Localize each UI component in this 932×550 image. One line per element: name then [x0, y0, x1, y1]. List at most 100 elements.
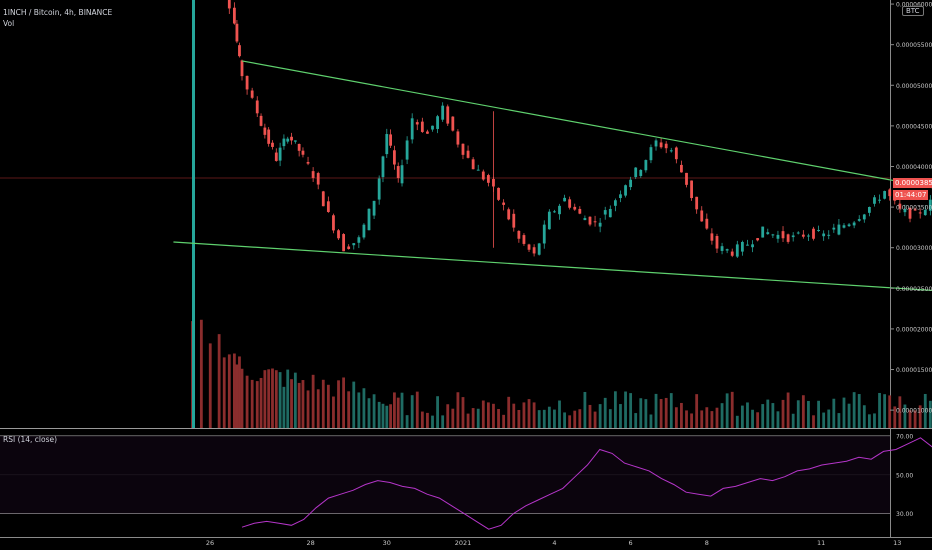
candle-body — [393, 150, 396, 165]
candle-body — [913, 209, 917, 211]
candle-body — [583, 218, 587, 221]
candle-body — [227, 0, 231, 9]
volume-bar — [278, 372, 282, 428]
candle-body — [873, 197, 876, 204]
candle-body — [700, 210, 704, 222]
candle-body — [517, 230, 521, 239]
candle-body — [282, 138, 286, 147]
candle-body — [426, 131, 429, 134]
volume-bar — [832, 398, 836, 428]
volume-bar — [680, 402, 683, 428]
volume-bar — [297, 382, 301, 428]
volume-bar — [613, 391, 617, 428]
candle-body — [685, 172, 688, 185]
volume-bar — [542, 409, 546, 428]
candle-body — [898, 203, 902, 209]
volume-bar — [928, 400, 932, 428]
candle-body — [357, 237, 361, 243]
volume-bar — [522, 402, 526, 428]
candle-body — [316, 173, 320, 185]
volume-bar — [199, 319, 203, 428]
candle-body — [321, 191, 325, 207]
volume-bar — [389, 404, 392, 428]
candle-body — [928, 199, 932, 211]
volume-bar — [332, 396, 335, 428]
volume-bar — [222, 357, 226, 428]
volume-bar — [923, 393, 927, 428]
volume-bar — [405, 415, 409, 428]
volume-bar — [232, 353, 236, 428]
candle-body — [720, 246, 724, 251]
volume-bar — [593, 411, 597, 428]
volume-bar — [240, 368, 244, 428]
candle-body — [766, 232, 770, 235]
volume-bar — [857, 394, 861, 428]
candle-body — [547, 211, 551, 230]
volume-bar — [250, 379, 254, 428]
volume-bar — [649, 414, 653, 428]
candle-body — [608, 208, 612, 218]
candle-body — [746, 244, 749, 246]
candle-body — [553, 211, 556, 213]
listing-candle — [192, 0, 195, 428]
volume-bar — [396, 397, 400, 428]
candle-body — [827, 234, 831, 236]
volume-bar — [659, 399, 663, 428]
volume-bar — [271, 368, 274, 428]
candle-body — [372, 200, 376, 216]
candle-body — [649, 147, 653, 161]
candle-body — [352, 243, 356, 246]
candle-body — [735, 244, 739, 257]
candle-body — [807, 235, 810, 237]
volume-bar — [306, 390, 310, 428]
volume-bar — [847, 403, 851, 428]
volume-bar — [431, 415, 434, 428]
time-tick-label: 8 — [705, 539, 709, 547]
candle-body — [822, 233, 826, 237]
volume-bar — [497, 409, 500, 428]
candle-body — [710, 233, 714, 241]
volume-bar — [842, 397, 846, 428]
volume-bar — [629, 393, 633, 428]
candle-body — [396, 166, 400, 178]
candle-body — [695, 196, 699, 210]
volume-bar — [776, 411, 780, 428]
candle-body — [278, 147, 282, 161]
volume-bar — [255, 381, 259, 428]
candle-body — [377, 178, 381, 200]
volume-bar — [507, 396, 511, 428]
candle-body — [297, 143, 301, 151]
volume-bar — [481, 400, 485, 428]
volume-bar — [654, 393, 658, 428]
candle-body — [420, 121, 424, 132]
volume-bar — [451, 408, 455, 428]
rsi-pane: 70.00 50.00 30.00 — [0, 433, 932, 530]
volume-bar — [893, 406, 897, 428]
candle-body — [347, 246, 351, 250]
time-tick-label: 30 — [383, 539, 391, 547]
volume-bar — [282, 386, 286, 428]
volume-bar — [537, 410, 541, 428]
candle-body — [542, 224, 546, 244]
candle-body — [410, 118, 414, 140]
volume-bar — [446, 404, 450, 428]
volume-bar — [751, 409, 754, 428]
price-tick-label: 0.00004000 — [896, 164, 932, 171]
candle-body — [801, 234, 805, 237]
candle-body — [512, 213, 516, 228]
candle-body — [852, 222, 856, 226]
volume-bar — [710, 411, 714, 428]
candle-body — [761, 226, 765, 238]
candle-body — [659, 142, 663, 148]
volume-bar — [420, 411, 424, 428]
volume-bar — [286, 369, 290, 428]
rsi-level-label: 30.00 — [896, 511, 913, 518]
candle-body — [250, 90, 254, 98]
volume-bar — [263, 370, 267, 428]
candle-body — [634, 167, 638, 178]
candle-body — [771, 234, 775, 236]
volume-bar — [771, 403, 775, 428]
candle-body — [235, 23, 239, 42]
currency-badge[interactable]: BTC — [902, 6, 924, 16]
